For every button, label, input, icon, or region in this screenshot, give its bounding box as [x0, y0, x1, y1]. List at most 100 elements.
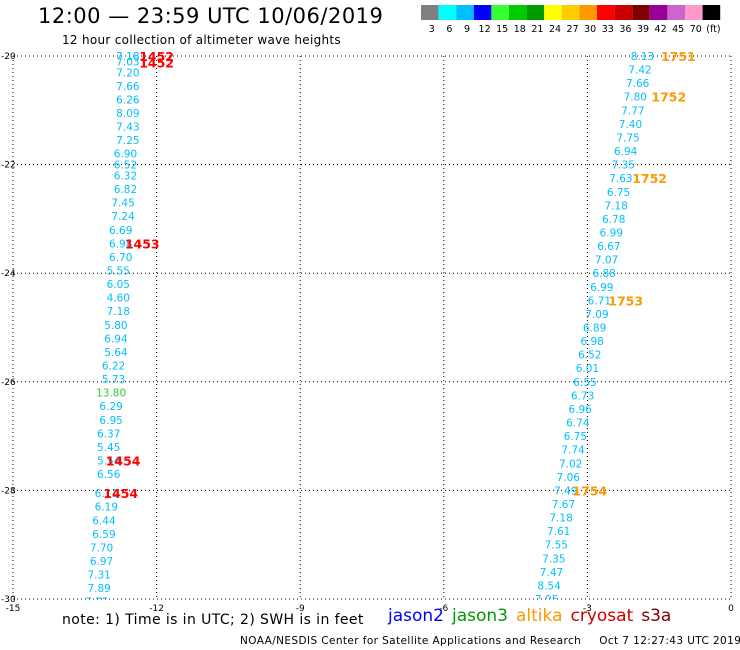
wave-height-value: 7.20	[116, 67, 139, 79]
colorbar-swatch	[649, 5, 668, 20]
wave-height-value: 5.45	[97, 442, 120, 454]
wave-height-value: 6.22	[102, 361, 125, 373]
wave-height-value: 6.90	[114, 149, 137, 161]
credit-timestamp: Oct 7 12:27:43 UTC 2019	[599, 635, 740, 647]
colorbar-label: 15	[496, 24, 508, 35]
wave-height-value: 7.42	[628, 65, 651, 77]
colorbar-label: 39	[637, 24, 649, 35]
wave-height-value: 6.94	[104, 333, 128, 345]
credit-line: NOAA/NESDIS Center for Satellite Applica…	[240, 635, 740, 647]
colorbar-swatch	[685, 5, 703, 20]
pass-time-label: 1752	[632, 171, 667, 186]
wave-height-value: 6.99	[590, 282, 613, 294]
colorbar-label: 70	[690, 24, 702, 35]
wave-height-value: 7.06	[557, 472, 581, 484]
pass-time-label: 1754	[572, 483, 607, 498]
wave-height-value: 7.77	[621, 105, 644, 117]
wave-height-value: 6.05	[107, 279, 130, 291]
wave-height-value: 7.02	[559, 458, 582, 470]
wave-height-value: 6.44	[92, 515, 116, 527]
note-text: note: 1) Time is in UTC; 2) SWH is in fe…	[62, 612, 364, 628]
wave-height-value: 7.24	[111, 211, 135, 223]
wave-height-value: 7.80	[624, 92, 647, 104]
pass-time-label: 1452	[139, 49, 174, 64]
wave-height-value: 7.95	[535, 594, 558, 606]
wave-height-value: 6.67	[597, 241, 620, 253]
wave-height-value: 6.01	[576, 363, 599, 375]
wave-height-value: 6.37	[97, 428, 120, 440]
page-subtitle: 12 hour collection of altimeter wave hei…	[62, 33, 341, 47]
wave-height-value: 5.54	[97, 456, 121, 468]
wave-height-value: 7.61	[547, 526, 570, 538]
wave-height-value: 5.73	[102, 374, 125, 386]
wave-height-value: 8.13	[631, 51, 654, 63]
wave-height-value: 7.45	[111, 198, 134, 210]
wave-height-value: 6.70	[109, 252, 132, 264]
wave-height-value: 7.40	[619, 119, 642, 131]
wave-height-value: 6.71	[588, 295, 611, 307]
colorbar-swatch	[561, 5, 580, 20]
y-tick-label: -24	[1, 269, 16, 279]
wave-height-value: 8.09	[116, 108, 139, 120]
wave-height-value: 5.64	[104, 347, 128, 359]
x-tick-label: -3	[583, 604, 592, 614]
wave-height-value: 6.55	[573, 377, 596, 389]
wave-height-value: 6.99	[600, 227, 623, 239]
wave-height-value: 7.25	[116, 135, 139, 147]
colorbar-swatch	[702, 5, 721, 20]
colorbar-swatch	[491, 5, 509, 20]
y-tick-label: -28	[1, 486, 16, 496]
pass-time-label: 1454	[103, 486, 138, 501]
credit-text: NOAA/NESDIS Center for Satellite Applica…	[240, 635, 582, 647]
colorbar-swatch	[473, 5, 492, 20]
wave-height-colorbar: 3 6 9 12 15 18 21 24 27 30 33 36 39 42 45 70 (ft)	[421, 5, 721, 35]
wave-height-value: 7.47	[540, 567, 563, 579]
page-title: 12:00 — 23:59 UTC 10/06/2019	[38, 4, 384, 28]
wave-height-value: 7.03	[116, 56, 139, 68]
wave-height-value: 6.97	[90, 556, 113, 568]
colorbar-swatch	[597, 5, 615, 20]
wave-height-value: 7.66	[116, 81, 140, 93]
colorbar-label: 12	[479, 24, 491, 35]
wave-height-value: 7.55	[545, 540, 568, 552]
colorbar-swatch	[544, 5, 562, 20]
pass-time-label: 1751	[661, 49, 696, 64]
colorbar-label: 27	[567, 24, 579, 35]
colorbar-label: 42	[655, 24, 667, 35]
wave-height-value: 7.75	[616, 132, 639, 144]
wave-height-value: 6.98	[109, 238, 132, 250]
y-tick-label: -22	[1, 161, 16, 171]
colorbar-label: (ft)	[706, 24, 720, 35]
wave-height-value: 6.94	[614, 146, 638, 158]
wave-height-value: 6.59	[92, 529, 115, 541]
wave-height-value: 6.56	[97, 469, 121, 481]
wave-height-value: 6.75	[607, 187, 630, 199]
colorbar-swatch	[456, 5, 474, 20]
x-tick-label: -6	[439, 604, 448, 614]
wave-height-value: 7.75	[85, 597, 108, 609]
wave-height-value: 6.82	[114, 184, 137, 196]
wave-height-value: 6.74	[566, 418, 590, 430]
wave-height-value: 6.73	[571, 390, 594, 402]
colorbar-swatch	[632, 5, 650, 20]
wave-height-value: 7.07	[595, 255, 618, 267]
wave-height-value: 6.88	[592, 268, 615, 280]
colorbar-label: 30	[584, 24, 596, 35]
colorbar-label: 18	[514, 24, 526, 35]
wave-height-value: 6.26	[116, 94, 140, 106]
wave-height-value: 6.19	[95, 502, 118, 514]
colorbar-label: 6	[446, 24, 452, 35]
satellite-legend-item: s3a	[641, 606, 672, 626]
wave-height-value: 6.78	[602, 214, 625, 226]
colorbar-swatch	[438, 5, 457, 20]
colorbar-label: 36	[619, 24, 631, 35]
satellite-legend-item: altika	[516, 606, 563, 626]
colorbar-swatch	[614, 5, 633, 20]
wave-height-value: 7.18	[116, 51, 139, 63]
wave-height-value: 7.63	[609, 173, 632, 185]
wave-height-value: 7.18	[107, 306, 130, 318]
colorbar-label: 3	[429, 24, 435, 35]
colorbar-swatch	[667, 5, 685, 20]
x-tick-label: -12	[149, 604, 164, 614]
wave-height-value: 7.43	[116, 122, 139, 134]
